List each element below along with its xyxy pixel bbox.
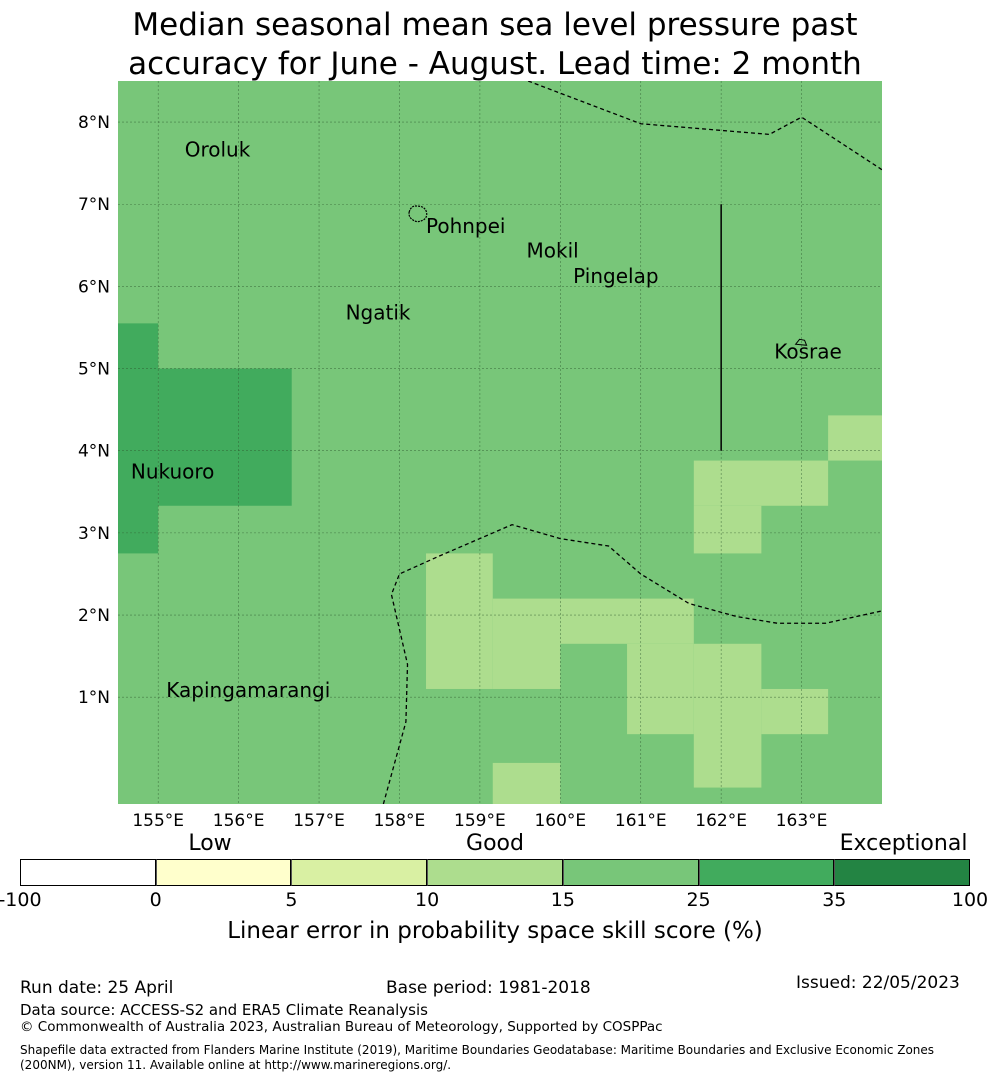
- lon-tick-label: 159°E: [454, 811, 506, 831]
- copyright-notice: © Commonwealth of Australia 2023, Austra…: [20, 1019, 663, 1035]
- skill-cell: [627, 643, 694, 735]
- colorbar-tick-label: 25: [686, 889, 711, 911]
- lon-tick-label: 158°E: [374, 811, 426, 831]
- lat-tick-label: 1°N: [78, 688, 110, 708]
- lon-tick-label: 162°E: [695, 811, 747, 831]
- skill-map: 155°E 156°E 157°E 158°E 159°E 160°E 161°E 162°E…: [78, 81, 882, 831]
- colorbar-tick-label: -100: [0, 889, 42, 911]
- chart-title: Median seasonal mean sea level pressure …: [0, 6, 990, 84]
- place-label: Pohnpei: [426, 214, 506, 238]
- colorbar-category-label: Exceptional: [839, 831, 968, 856]
- pohnpei-island-outline: [408, 205, 428, 223]
- skill-cell: [693, 643, 762, 788]
- colorbar-tick-label: 35: [822, 889, 847, 911]
- run-date: Run date: 25 April: [20, 978, 174, 998]
- base-period: Base period: 1981-2018: [386, 978, 591, 998]
- colorbar-segment: [155, 859, 292, 886]
- colorbar-segment: [291, 859, 428, 886]
- colorbar-tick-label: 0: [149, 889, 162, 911]
- lat-tick-label: 6°N: [78, 277, 110, 297]
- place-label: Ngatik: [346, 300, 411, 324]
- shapefile-note: Shapefile data extracted from Flanders M…: [20, 1043, 935, 1072]
- lat-tick-label: 3°N: [78, 524, 110, 544]
- lon-tick-label: 163°E: [776, 811, 828, 831]
- colorbar-tick-label: 10: [415, 889, 440, 911]
- place-label: Nukuoro: [131, 460, 215, 484]
- skill-cell: [158, 368, 292, 506]
- issued-date: Issued: 22/05/2023: [796, 973, 960, 993]
- lat-tick-label: 2°N: [78, 606, 110, 626]
- chart-title-line-1: Median seasonal mean sea level pressure …: [132, 7, 858, 43]
- place-label: Mokil: [527, 239, 579, 263]
- colorbar-category-label: Good: [466, 831, 524, 856]
- lat-tick-label: 4°N: [78, 442, 110, 462]
- kosrae-island-outline: [794, 338, 808, 346]
- colorbar-segment: [20, 859, 156, 886]
- skill-cell: [828, 415, 882, 461]
- skill-cell: [693, 505, 762, 554]
- place-label: Pingelap: [573, 264, 658, 288]
- skill-cell: [560, 598, 694, 644]
- colorbar-tick-label: 5: [285, 889, 298, 911]
- colorbar-category-label: Low: [188, 831, 232, 856]
- skill-cell: [761, 688, 829, 735]
- lon-tick-label: 161°E: [615, 811, 667, 831]
- eez-boundary: [382, 523, 882, 804]
- skill-cell: [426, 553, 493, 689]
- lon-tick-label: 160°E: [534, 811, 586, 831]
- lon-tick-label: 157°E: [293, 811, 345, 831]
- lon-tick-label: 155°E: [132, 811, 184, 831]
- place-label: Kapingamarangi: [166, 678, 330, 702]
- eez-boundary: [527, 81, 882, 171]
- lat-tick-label: 5°N: [78, 360, 110, 380]
- skill-cell: [118, 323, 159, 554]
- data-source: Data source: ACCESS-S2 and ERA5 Climate …: [20, 1001, 428, 1019]
- colorbar-label: Linear error in probability space skill …: [227, 918, 763, 944]
- place-label: Kosrae: [774, 340, 842, 364]
- skill-cell: [693, 460, 829, 506]
- lon-tick-label: 156°E: [213, 811, 265, 831]
- colorbar-segment: [698, 859, 835, 886]
- colorbar-tick-label: 15: [550, 889, 575, 911]
- chart-title-line-2: accuracy for June - August. Lead time: 2…: [128, 46, 862, 82]
- colorbar-segment: [562, 859, 699, 886]
- colorbar-segment: [427, 859, 563, 886]
- lat-tick-label: 8°N: [78, 113, 110, 133]
- lat-tick-label: 7°N: [78, 195, 110, 215]
- place-label: Oroluk: [185, 138, 251, 162]
- colorbar-tick-label: 100: [951, 889, 989, 911]
- skill-cell: [492, 762, 561, 804]
- skill-cell: [492, 598, 561, 689]
- colorbar-segment: [834, 859, 970, 886]
